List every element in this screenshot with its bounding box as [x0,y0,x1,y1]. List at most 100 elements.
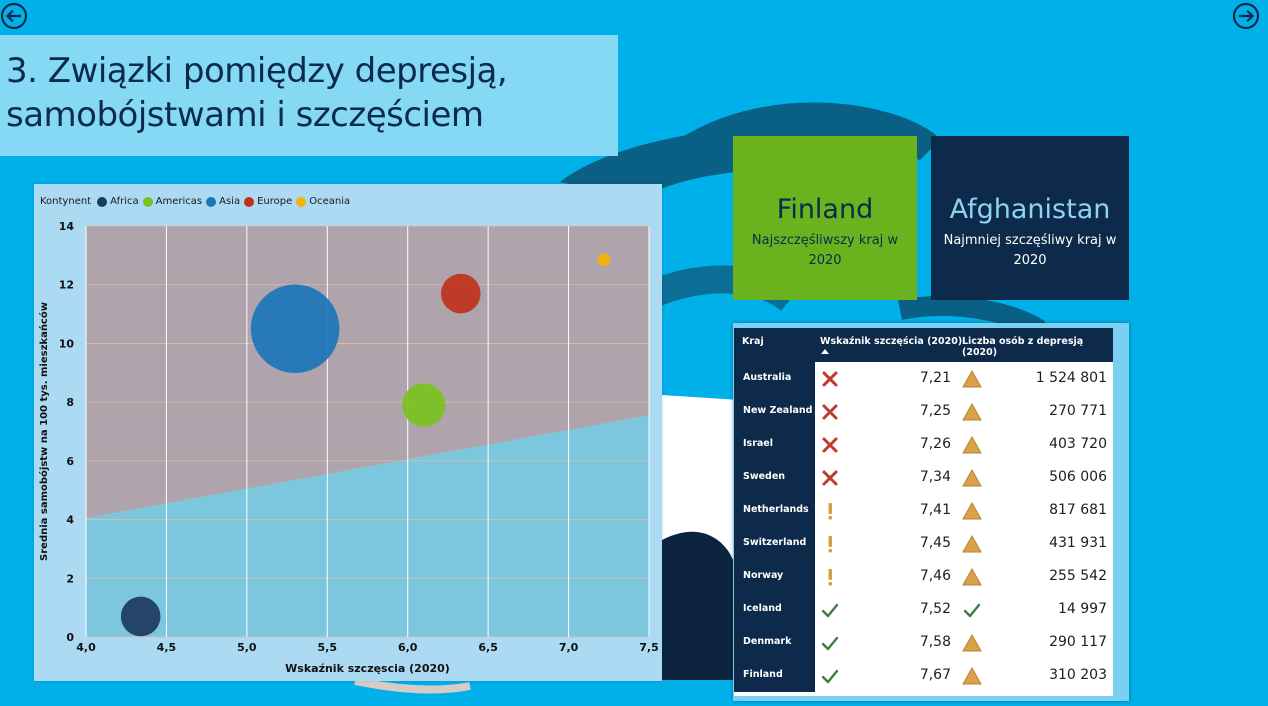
bubble-africa[interactable] [120,596,161,637]
legend-label: Americas [155,196,203,207]
check-icon [820,600,840,620]
x-tick-label: 5,5 [318,641,338,654]
row-country: Netherlands [734,494,815,527]
arrow-right-circle-icon [1232,2,1260,30]
x-tick-label: 6,5 [478,641,498,654]
bubble-oceania[interactable] [597,253,611,267]
countries-table-panel: Kraj Wskaźnik szczęścia (2020) Liczba os… [733,323,1129,701]
legend-label: Europe [257,196,293,207]
y-tick-label: 8 [66,396,74,409]
next-button[interactable] [1232,2,1260,30]
legend-item-oceania[interactable]: Oceania [296,196,350,207]
y-tick-label: 4 [66,514,74,527]
legend-label: Oceania [309,196,351,207]
happiest-country-card: Finland Najszczęśliwszy kraj w 2020 [733,136,917,300]
warning-triangle-icon [962,534,982,554]
cross-icon [820,402,840,422]
table-row[interactable]: Netherlands 7,41 817 681 [734,494,1113,527]
table-row[interactable]: Denmark 7,58 290 117 [734,626,1113,659]
sort-ascending-icon [821,349,829,354]
x-tick-label: 6,0 [398,641,418,654]
legend-dot [97,196,108,207]
column-header-depression[interactable]: Liczba osób z depresją (2020) [962,336,1084,358]
bubble-europe[interactable] [440,273,481,314]
cross-icon [820,468,840,488]
table-row[interactable]: Israel 7,26 403 720 [734,428,1113,461]
least-happy-country-card: Afghanistan Najmniej szczęśliwy kraj w 2… [931,136,1129,300]
row-depression-count: 1 524 801 [1035,370,1107,386]
table-row[interactable]: Switzerland 7,45 431 931 [734,527,1113,560]
row-depression-count: 270 771 [1049,403,1107,419]
row-happiness-score: 7,45 [919,535,951,551]
bubble-chart-panel[interactable]: Kontynent Africa Americas Asia Europe Oceani… [34,184,662,681]
warning-triangle-icon [962,402,982,422]
legend-item-africa[interactable]: Africa [97,196,139,207]
legend-label: Africa [110,196,139,207]
lower-band [86,415,649,637]
row-happiness-score: 7,21 [919,370,951,386]
legend-items: Africa Americas Asia Europe Oceania [97,196,354,207]
column-header-happiness[interactable]: Wskaźnik szczęścia (2020) [820,336,963,347]
y-tick-label: 10 [59,337,75,350]
cross-icon [820,369,840,389]
row-happiness-score: 7,26 [919,436,951,452]
warning-triangle-icon [962,666,982,686]
y-axis-label: Srednia samobójstw na 100 tys. mieszkańc… [38,302,50,561]
x-axis-label: Wskaźnik szczęscia (2020) [285,662,450,675]
table-row[interactable]: Norway 7,46 255 542 [734,560,1113,593]
table-row[interactable]: Australia 7,21 1 524 801 [734,362,1113,395]
y-tick-label: 2 [66,572,74,585]
column-header-country[interactable]: Kraj [742,336,764,347]
row-country: Sweden [734,461,815,494]
warning-triangle-icon [962,567,982,587]
cross-icon [820,435,840,455]
least-happy-country-caption: Najmniej szczęśliwy kraj w 2020 [943,233,1117,268]
legend-item-asia[interactable]: Asia [206,196,240,207]
legend-item-americas[interactable]: Americas [142,196,203,207]
row-happiness-score: 7,46 [919,568,951,584]
row-depression-count: 506 006 [1049,469,1107,485]
row-country: Switzerland [734,527,815,560]
upper-band [86,226,649,519]
row-happiness-score: 7,34 [919,469,951,485]
table-row[interactable]: Sweden 7,34 506 006 [734,461,1113,494]
row-country: Denmark [734,626,815,659]
chart-plot[interactable]: 4,0 4,5 5,0 5,5 6,0 6,5 7,0 7,5 0 2 4 6 8 10 12 14 Wskaź… [34,184,662,681]
row-happiness-score: 7,67 [919,667,951,683]
warning-triangle-icon [962,468,982,488]
title-box: 3. Związki pomiędzy depresją, samobójstw… [0,35,618,156]
arrow-left-circle-icon [0,2,28,30]
row-depression-count: 817 681 [1049,502,1107,518]
bubble-americas[interactable] [402,383,446,427]
row-happiness-score: 7,58 [919,634,951,650]
row-country: Israel [734,428,815,461]
check-icon [962,600,982,620]
exclamation-icon [820,567,840,587]
legend-label: Asia [219,196,241,207]
exclamation-icon [820,534,840,554]
table-row[interactable]: Finland 7,67 310 203 [734,659,1113,692]
x-tick-label: 5,0 [237,641,257,654]
row-depression-count: 255 542 [1049,568,1107,584]
bubble-asia[interactable] [250,284,340,374]
row-depression-count: 403 720 [1049,436,1107,452]
y-tick-label: 6 [66,455,74,468]
legend-dot [244,196,255,207]
back-button[interactable] [0,2,28,30]
legend-item-europe[interactable]: Europe [244,196,292,207]
row-depression-count: 290 117 [1049,634,1107,650]
y-tick-label: 12 [59,279,74,292]
table-body: Australia 7,21 1 524 801 New Zealand 7,25 270… [734,362,1113,692]
table-row[interactable]: New Zealand 7,25 270 771 [734,395,1113,428]
happiest-country-name: Finland [776,194,874,225]
row-country: Norway [734,560,815,593]
warning-triangle-icon [962,633,982,653]
x-tick-label: 4,5 [157,641,177,654]
row-happiness-score: 7,25 [919,403,951,419]
check-icon [820,633,840,653]
table-row[interactable]: Iceland 7,52 14 997 [734,593,1113,626]
row-country: Iceland [734,593,815,626]
happiest-country-caption: Najszczęśliwszy kraj w 2020 [751,233,899,268]
row-country: Australia [734,362,815,395]
row-country: New Zealand [734,395,815,428]
